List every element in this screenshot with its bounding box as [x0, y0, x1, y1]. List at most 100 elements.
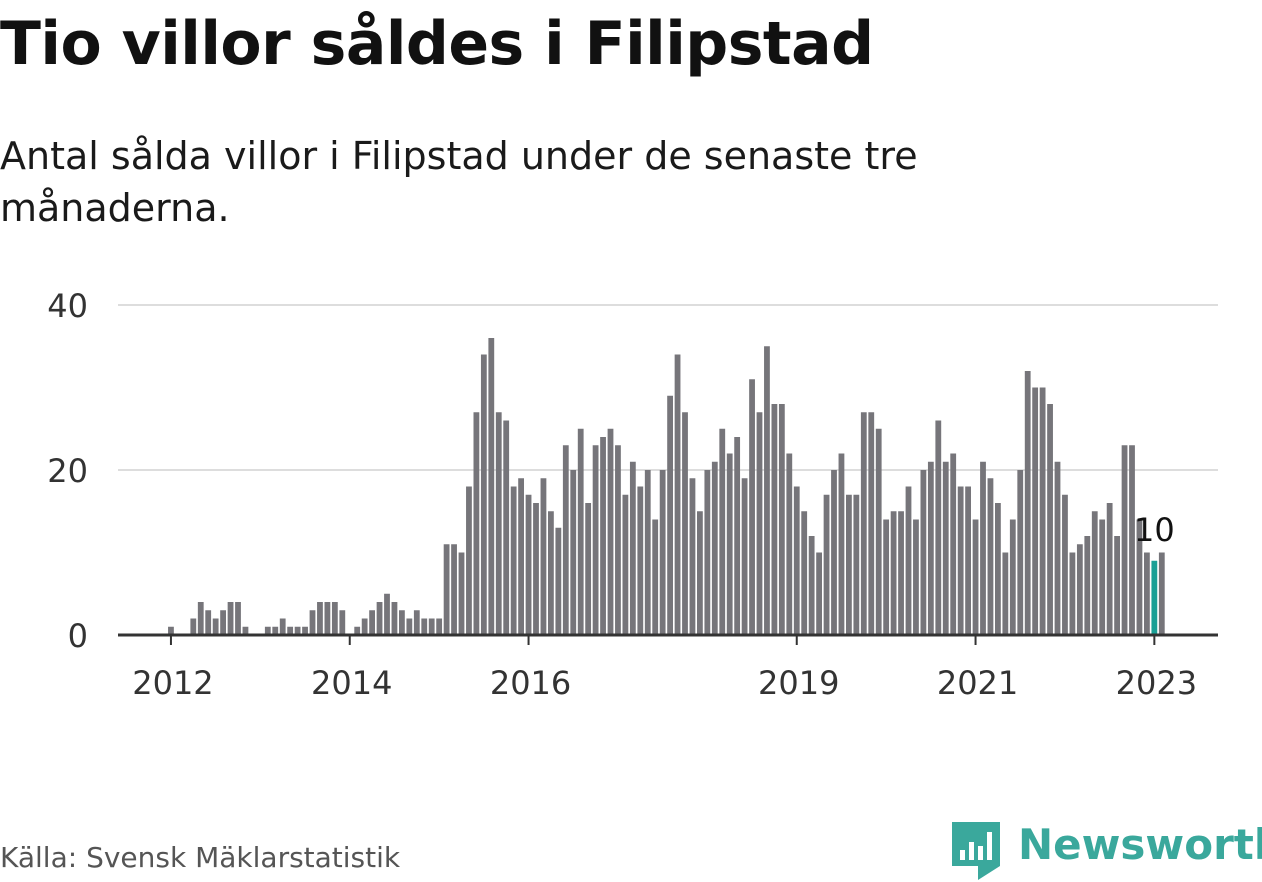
bar	[965, 486, 971, 635]
bar	[518, 478, 524, 635]
bars	[168, 338, 1165, 635]
bar	[786, 453, 793, 635]
bar	[913, 519, 919, 635]
bar	[883, 519, 890, 635]
bar	[227, 602, 234, 635]
bar	[868, 412, 875, 635]
bar	[413, 610, 420, 635]
bar	[533, 503, 539, 635]
bar	[190, 618, 197, 635]
bar	[168, 626, 174, 635]
bar-highlight	[1151, 560, 1158, 635]
newsworthy-logo-icon	[952, 822, 1000, 880]
bar	[764, 346, 770, 635]
bar	[1062, 494, 1068, 635]
bar	[466, 486, 472, 635]
bar	[428, 618, 435, 635]
bar	[1002, 552, 1009, 635]
brand-logo: Newsworthy	[950, 818, 1262, 880]
bar	[235, 602, 241, 635]
bar	[287, 626, 294, 635]
bar-chart: 0 20 40 2012 2014 2016 2019 2021 2023 10	[47, 287, 1218, 702]
bar	[972, 519, 979, 635]
bar	[846, 494, 852, 635]
bar	[384, 593, 390, 635]
bar	[980, 461, 986, 635]
bar	[1032, 387, 1039, 635]
bar	[816, 552, 822, 635]
x-tick-label: 2012	[132, 664, 213, 702]
bar	[831, 470, 837, 635]
bar	[890, 511, 897, 635]
bar	[369, 610, 375, 635]
source-note: Källa: Svensk Mäklarstatistik	[0, 841, 401, 874]
bar	[443, 544, 450, 635]
bar	[920, 470, 927, 635]
bar	[734, 437, 741, 635]
bar	[540, 478, 547, 635]
bar	[771, 404, 778, 635]
bar	[1017, 470, 1024, 635]
bar	[555, 527, 562, 635]
x-axis-ticks: 2012 2014 2016 2019 2021 2023	[132, 635, 1197, 702]
bar	[592, 445, 599, 635]
bar	[458, 552, 465, 635]
bar	[853, 494, 860, 635]
x-tick-label: 2014	[311, 664, 392, 702]
bar	[950, 453, 957, 635]
brand-name: Newsworthy	[1018, 820, 1262, 869]
bar	[905, 486, 912, 635]
bar	[652, 519, 659, 635]
y-axis-ticks: 0 20 40	[47, 287, 88, 655]
bar	[898, 511, 904, 635]
bar	[1136, 519, 1143, 635]
bar	[667, 395, 673, 635]
bar	[711, 461, 718, 635]
bar	[659, 470, 666, 635]
bar	[376, 602, 383, 635]
bar	[197, 602, 204, 635]
bar	[272, 626, 279, 635]
bar	[741, 478, 748, 635]
bar	[1106, 503, 1113, 635]
bar	[503, 420, 510, 635]
bar	[875, 428, 882, 635]
bar	[279, 618, 286, 635]
bar	[1076, 544, 1083, 635]
bar	[361, 618, 368, 635]
bar	[302, 626, 308, 635]
bar	[1091, 511, 1098, 635]
bar	[525, 494, 532, 635]
bar	[689, 478, 696, 635]
bar	[697, 511, 703, 635]
bar	[1144, 552, 1150, 635]
bar	[220, 610, 226, 635]
bar	[421, 618, 428, 635]
bar	[838, 453, 845, 635]
bar	[317, 602, 323, 635]
bar	[1069, 552, 1076, 635]
x-tick-label: 2019	[758, 664, 839, 702]
bar	[719, 428, 726, 635]
bar	[309, 610, 316, 635]
bar	[749, 379, 755, 635]
bar	[957, 486, 964, 635]
bar	[1039, 387, 1046, 635]
last-value-label: 10	[1134, 511, 1175, 549]
bar	[927, 461, 934, 635]
bar	[995, 503, 1001, 635]
bar	[585, 503, 592, 635]
bar	[495, 412, 502, 635]
bar	[793, 486, 800, 635]
bar	[860, 412, 867, 635]
bar	[1121, 445, 1128, 635]
bar	[600, 437, 606, 635]
bar	[451, 544, 457, 635]
bar	[510, 486, 517, 635]
bar	[629, 461, 636, 635]
bar	[637, 486, 644, 635]
bar	[622, 494, 629, 635]
bar	[473, 412, 480, 635]
bar	[756, 412, 763, 635]
bar	[391, 602, 398, 635]
